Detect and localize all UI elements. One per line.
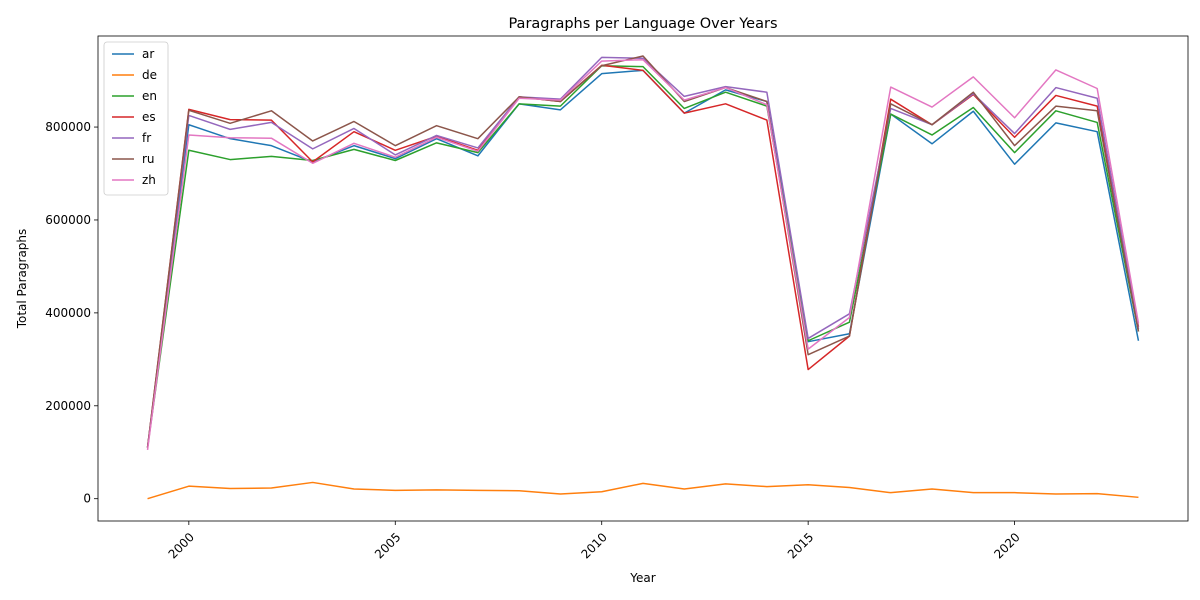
plot-frame: [97, 35, 1189, 522]
y-tick-label: 200000: [45, 399, 91, 413]
legend-label-es: es: [142, 110, 156, 124]
series-line-zh: [146, 58, 1140, 451]
y-tick-label: 600000: [45, 213, 91, 227]
y-tick-label: 0: [83, 492, 91, 506]
series-line-en: [146, 64, 1140, 448]
legend: ar de en es fr ru zh: [103, 41, 169, 196]
series-lines: [146, 55, 1140, 500]
legend-label-de: de: [142, 68, 157, 82]
y-axis: 0 200000 400000 600000 800000: [45, 120, 98, 506]
legend-label-zh: zh: [142, 173, 156, 187]
series-line-fr: [146, 56, 1140, 448]
series-line-ru: [146, 55, 1140, 448]
legend-label-ru: ru: [142, 152, 155, 166]
series-line-de: [147, 481, 1139, 500]
y-axis-title: Total Paragraphs: [15, 229, 29, 330]
legend-label-en: en: [142, 89, 157, 103]
y-tick-label: 400000: [45, 306, 91, 320]
x-axis-title: Year: [629, 571, 655, 585]
legend-label-fr: fr: [142, 131, 151, 145]
chart-title: Paragraphs per Language Over Years: [508, 16, 777, 32]
legend-box: [103, 41, 169, 196]
legend-label-ar: ar: [142, 47, 154, 61]
y-tick-label: 800000: [45, 120, 91, 134]
